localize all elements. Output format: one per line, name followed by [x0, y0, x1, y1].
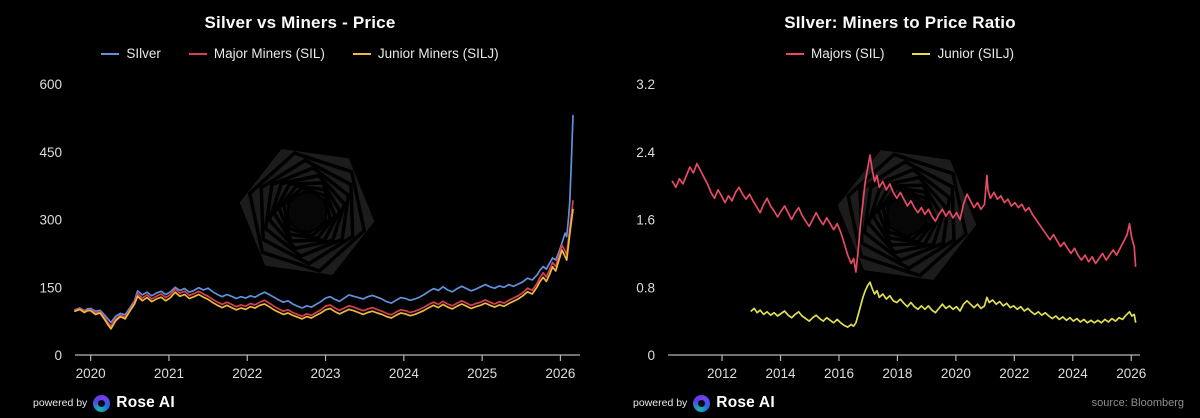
price-chart-legend: SIlver Major Miners (SIL) Junior Miners (S… — [0, 46, 600, 61]
source-note: source: Bloomberg — [1091, 397, 1184, 409]
x-tick-label: 2022 — [999, 366, 1029, 381]
legend-swatch-line-icon — [352, 52, 371, 55]
legend-label: Junior (SILJ) — [937, 46, 1015, 61]
y-tick-label: 600 — [39, 77, 62, 92]
x-tick-label: 2021 — [154, 366, 184, 381]
x-tick-label: 2026 — [545, 366, 575, 381]
x-tick-label: 2020 — [76, 366, 106, 381]
legend-swatch-line-icon — [785, 52, 804, 55]
series-line-Major Miners (SIL) — [74, 200, 574, 327]
powered-by-branding: powered by Rose AI — [633, 394, 775, 412]
price-chart-panel: Silver vs Miners - Price SIlver Major Min… — [0, 13, 600, 412]
ratio-chart-legend: Majors (SIL) Junior (SILJ) — [600, 46, 1200, 61]
price-chart-title: Silver vs Miners - Price — [204, 13, 396, 32]
legend-item: Junior Miners (SILJ) — [352, 46, 499, 61]
x-tick-label: 2012 — [707, 366, 737, 381]
legend-item: Majors (SIL) — [785, 46, 885, 61]
y-tick-label: 3.2 — [636, 77, 655, 92]
y-tick-label: 1.6 — [636, 213, 655, 228]
y-tick-label: 0 — [647, 348, 655, 363]
x-tick-label: 2026 — [1116, 366, 1146, 381]
legend-label: SIlver — [126, 46, 161, 61]
legend-item: Junior (SILJ) — [912, 46, 1014, 61]
y-tick-label: 0.8 — [636, 280, 655, 295]
legend-swatch-line-icon — [912, 52, 931, 55]
x-tick-label: 2016 — [824, 366, 854, 381]
rose-ai-swirl-icon — [93, 394, 111, 412]
legend-item: SIlver — [101, 46, 161, 61]
y-tick-label: 2.4 — [636, 145, 655, 160]
y-tick-label: 150 — [39, 280, 62, 295]
series-line-SIlver — [74, 114, 574, 324]
powered-by-label: powered by — [33, 397, 88, 409]
legend-swatch-line-icon — [101, 52, 120, 55]
x-tick-label: 2014 — [765, 366, 796, 381]
watermark-rose-hexagon-spiral — [833, 146, 981, 284]
series-line-Junior Miners (SILJ) — [74, 208, 574, 330]
x-tick-label: 2025 — [467, 366, 497, 381]
x-tick-label: 2024 — [389, 366, 420, 381]
y-tick-label: 300 — [39, 213, 62, 228]
legend-label: Major Miners (SIL) — [213, 46, 325, 61]
watermark-rose-hexagon-spiral — [235, 145, 379, 279]
powered-by-label: powered by — [633, 397, 688, 409]
x-tick-label: 2024 — [1058, 366, 1089, 381]
y-tick-label: 0 — [54, 348, 62, 363]
y-tick-label: 450 — [39, 145, 62, 160]
ratio-chart-title: SIlver: Miners to Price Ratio — [784, 13, 1016, 32]
x-tick-label: 2018 — [882, 366, 912, 381]
legend-label: Majors (SIL) — [810, 46, 885, 61]
x-tick-label: 2022 — [232, 366, 262, 381]
rose-ai-swirl-icon — [693, 394, 711, 412]
powered-by-branding: powered by Rose AI — [33, 394, 175, 412]
ratio-plot: 2012 2014 2016 2018 2020 2022 2024 2026 0 0.8 1.6 2… — [636, 77, 1146, 381]
price-plot: 2020 2021 2022 2023 2024 2025 2026 0 150 300 450 60… — [39, 77, 580, 381]
series-line-Junior (SILJ) — [750, 281, 1137, 328]
brand-name: Rose AI — [116, 394, 175, 411]
legend-label: Junior Miners (SILJ) — [377, 46, 499, 61]
x-tick-label: 2023 — [311, 366, 341, 381]
series-line-Majors (SIL) — [671, 154, 1137, 273]
legend-item: Major Miners (SIL) — [188, 46, 325, 61]
legend-swatch-line-icon — [188, 52, 207, 55]
ratio-chart-panel: SIlver: Miners to Price Ratio Majors (SI… — [600, 0, 1200, 418]
brand-name: Rose AI — [716, 394, 775, 411]
x-tick-label: 2020 — [941, 366, 971, 381]
